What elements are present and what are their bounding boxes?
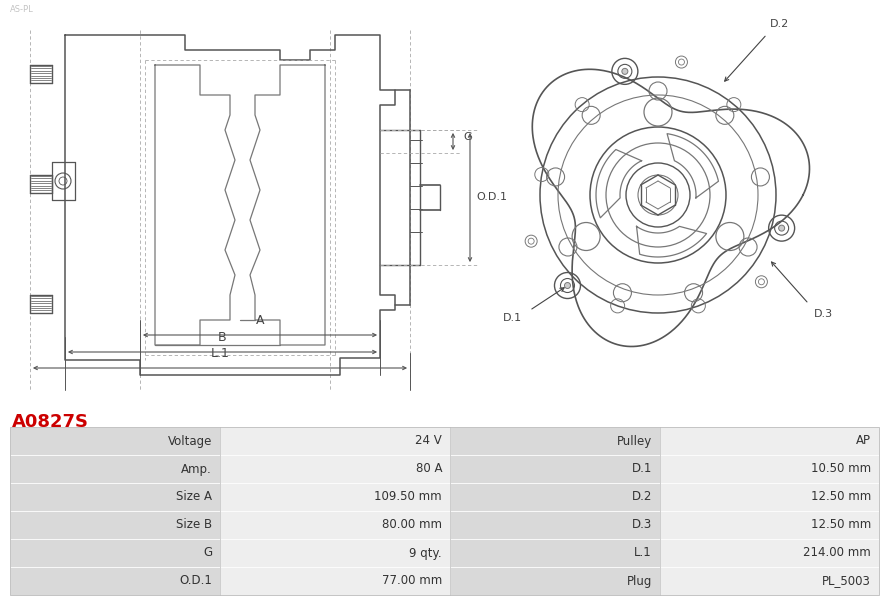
Bar [450,483,660,511]
Text: AS-PL: AS-PL [10,5,34,14]
Text: D.1: D.1 [631,462,652,476]
Bar [450,455,660,483]
Bar [220,455,450,483]
Bar [660,567,879,595]
Bar [450,511,660,539]
Bar [450,539,660,567]
Bar [10,567,220,595]
Circle shape [565,283,571,288]
Text: D.3: D.3 [632,519,652,532]
Bar [10,539,220,567]
Text: O.D.1: O.D.1 [476,193,507,203]
Bar [10,427,879,595]
Text: D.1: D.1 [503,312,523,322]
Bar [10,427,220,455]
Text: Size B: Size B [176,519,212,532]
Text: D.3: D.3 [813,309,833,319]
Text: L.1: L.1 [634,547,652,560]
Bar [660,483,879,511]
Bar [660,511,879,539]
Text: 80 A: 80 A [415,462,442,476]
Bar [450,567,660,595]
Bar [10,483,220,511]
Text: 109.50 mm: 109.50 mm [374,491,442,504]
Text: PL_5003: PL_5003 [822,575,871,588]
Bar [660,427,879,455]
Bar [220,483,450,511]
Text: AP: AP [856,434,871,448]
Bar [660,455,879,483]
Text: Size A: Size A [176,491,212,504]
Text: 24 V: 24 V [415,434,442,448]
Text: 9 qty.: 9 qty. [409,547,442,560]
Text: A: A [256,314,264,327]
Text: 214.00 mm: 214.00 mm [804,547,871,560]
Bar [220,511,450,539]
Bar [10,511,220,539]
Bar [220,539,450,567]
Text: 77.00 mm: 77.00 mm [381,575,442,588]
Text: B: B [218,331,227,344]
Text: G: G [463,132,472,142]
Bar [220,567,450,595]
Circle shape [779,225,785,231]
Text: Pulley: Pulley [617,434,652,448]
Bar [450,427,660,455]
Bar [660,539,879,567]
Text: 80.00 mm: 80.00 mm [382,519,442,532]
Text: D.2: D.2 [631,491,652,504]
Bar [220,427,450,455]
Text: 12.50 mm: 12.50 mm [811,519,871,532]
Text: Voltage: Voltage [168,434,212,448]
Text: D.2: D.2 [770,19,789,29]
Text: O.D.1: O.D.1 [179,575,212,588]
Circle shape [622,69,628,74]
Bar [10,455,220,483]
Text: 12.50 mm: 12.50 mm [811,491,871,504]
Text: G: G [203,547,212,560]
Text: A0827S: A0827S [12,413,89,431]
Text: 10.50 mm: 10.50 mm [811,462,871,476]
Text: Plug: Plug [627,575,652,588]
Text: Amp.: Amp. [181,462,212,476]
Text: L.1: L.1 [211,347,229,360]
